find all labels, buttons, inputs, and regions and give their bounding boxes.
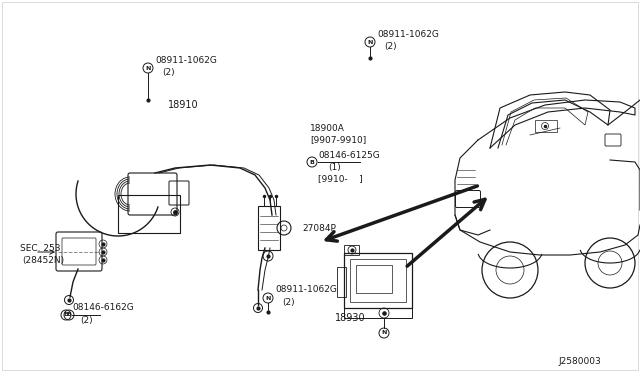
Text: (2): (2) [282,298,294,307]
Text: (2): (2) [384,42,397,51]
Text: (2): (2) [80,315,93,324]
Bar [118,195,180,233]
Text: 18900A: 18900A [310,124,345,132]
Bar [350,259,406,302]
Bar [344,253,412,308]
Text: (2): (2) [162,67,175,77]
Bar [344,245,359,255]
Text: (1): (1) [328,163,340,171]
Text: SEC. 253: SEC. 253 [20,244,61,253]
Text: 18930: 18930 [335,313,365,323]
Text: N: N [367,39,372,45]
Text: 08146-6162G: 08146-6162G [72,304,134,312]
Text: N: N [381,330,387,336]
Bar [535,120,557,132]
Text: N: N [145,65,150,71]
Text: 18910: 18910 [168,100,198,110]
Text: 08911-1062G: 08911-1062G [377,29,439,38]
Text: 08911-1062G: 08911-1062G [155,55,217,64]
Text: B: B [63,312,68,317]
Bar [337,267,346,297]
Text: 27084P: 27084P [302,224,336,232]
Text: J2580003: J2580003 [558,357,601,366]
Bar [344,308,412,318]
Text: B: B [310,160,314,164]
Text: B: B [67,312,72,317]
Text: 08911-1062G: 08911-1062G [275,285,337,295]
Text: [9907-9910]: [9907-9910] [310,135,366,144]
Text: N: N [266,295,271,301]
Bar [356,265,392,293]
Bar [258,206,280,250]
Text: [9910-    ]: [9910- ] [318,174,363,183]
Text: (28452N): (28452N) [22,256,64,264]
Text: 08146-6125G: 08146-6125G [318,151,380,160]
